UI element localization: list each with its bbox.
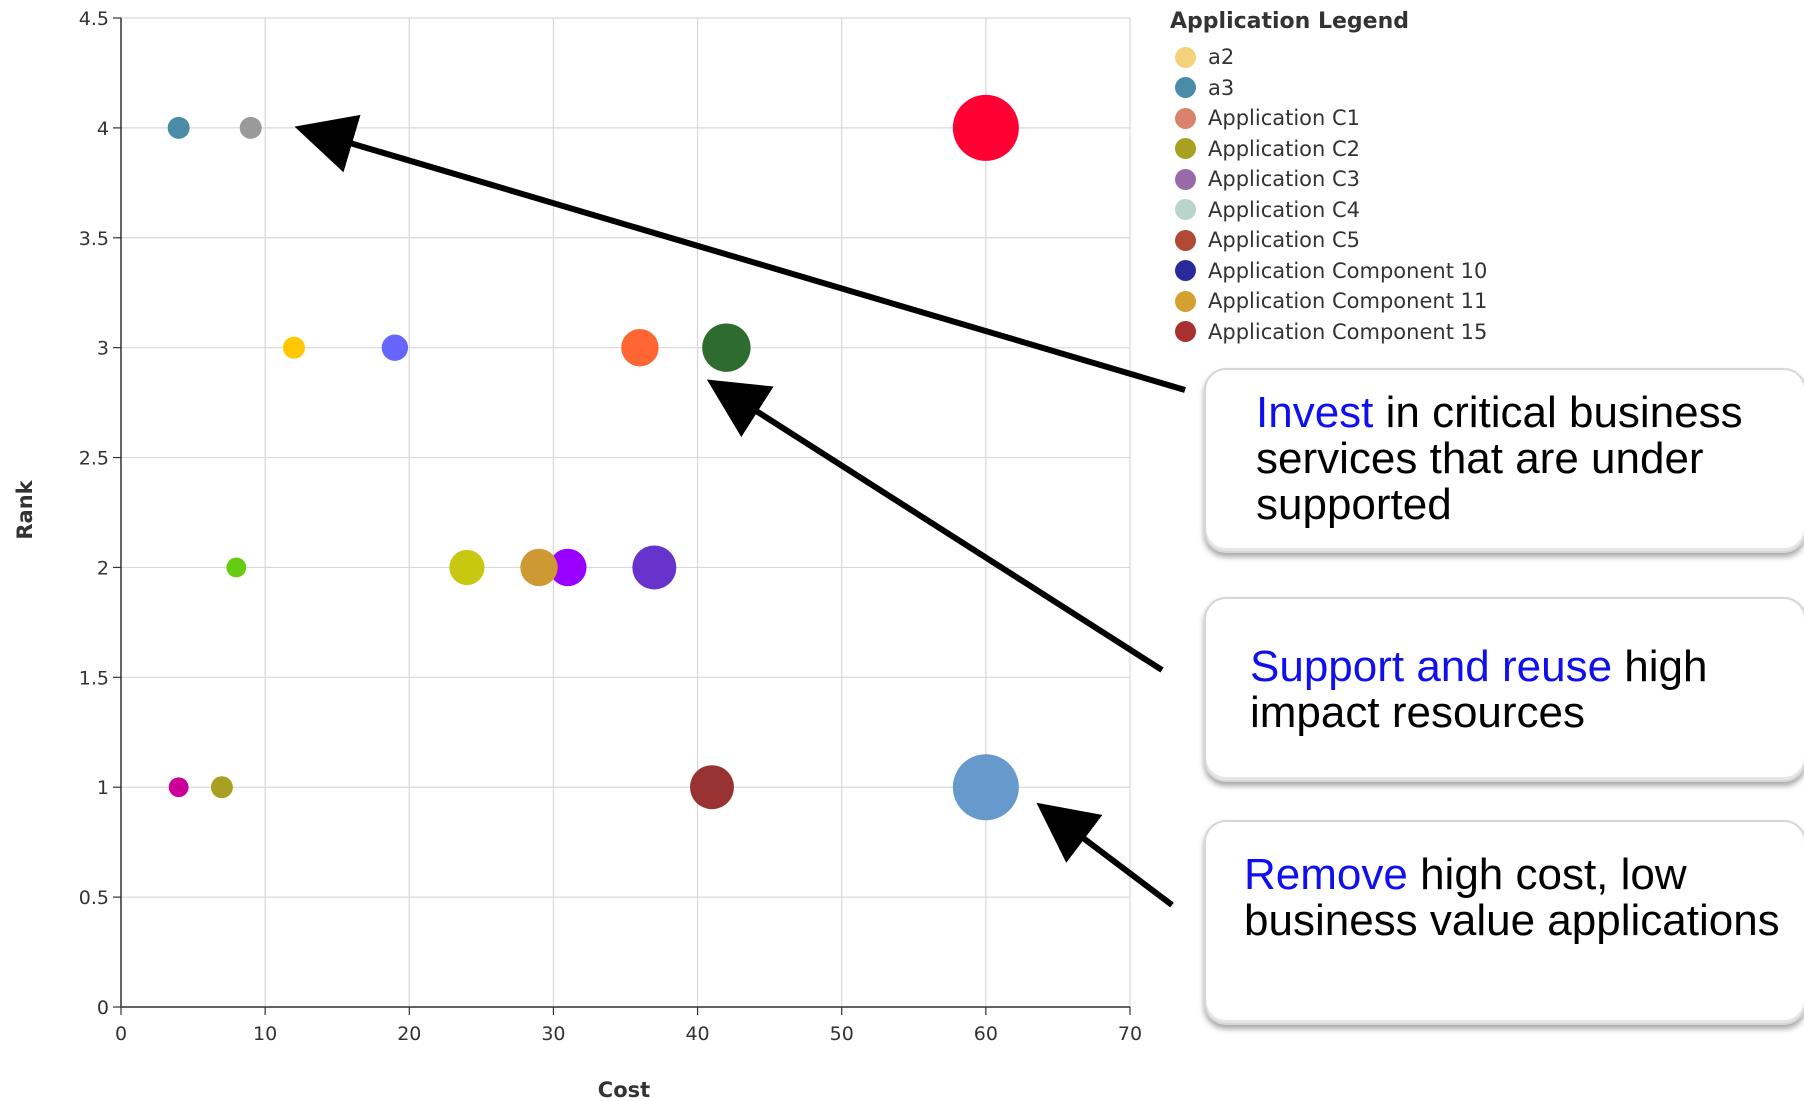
y-tick-label: 4 (97, 118, 109, 140)
invest-callout-text: in critical business services that are u… (1256, 388, 1743, 529)
legend-item[interactable]: Application C3 (1170, 164, 1590, 195)
legend-swatch-icon (1175, 321, 1196, 343)
data-point[interactable] (702, 323, 751, 372)
legend-label: Application C3 (1208, 167, 1361, 192)
remove-arrow (1036, 802, 1174, 908)
application-legend: Application Legend a2 a3 Application C1 App… (1170, 6, 1590, 347)
data-point[interactable] (168, 777, 189, 798)
legend-label: a3 (1208, 75, 1235, 100)
y-tick-label: 2 (97, 557, 109, 579)
legend-item[interactable]: Application C4 (1170, 195, 1590, 226)
legend-swatch-icon (1175, 290, 1196, 312)
data-point[interactable] (282, 336, 305, 359)
legend-label: Application Component 15 (1208, 319, 1488, 344)
legend-swatch-icon (1175, 46, 1196, 68)
legend-item[interactable]: Application Component 10 (1170, 256, 1590, 287)
callout-arrows (294, 114, 1186, 908)
legend-label: Application C1 (1208, 106, 1361, 131)
legend-label: a2 (1208, 45, 1235, 70)
y-axis-title: Rank (13, 479, 37, 539)
legend-item[interactable]: Application Component 15 (1170, 317, 1590, 348)
x-tick-label: 60 (974, 1023, 998, 1045)
support-callout-highlight: Support and reuse (1250, 642, 1613, 691)
x-tick-label: 40 (685, 1023, 709, 1045)
support-callout-text: high impact resources (1250, 642, 1708, 737)
legend-swatch-icon (1175, 107, 1196, 129)
x-tick-label: 50 (830, 1023, 854, 1045)
legend-item[interactable]: a3 (1170, 73, 1590, 104)
legend-title: Application Legend (1170, 9, 1410, 34)
x-tick-label: 10 (253, 1023, 277, 1045)
legend-item[interactable]: Application Component 11 (1170, 286, 1590, 317)
data-points (167, 94, 1019, 821)
data-point[interactable] (952, 754, 1019, 821)
data-point[interactable] (689, 765, 734, 810)
data-point[interactable] (549, 548, 587, 587)
invest-callout-highlight: Invest (1256, 388, 1374, 437)
x-axis-title: Cost (598, 1078, 650, 1101)
legend-item[interactable]: Application C5 (1170, 225, 1590, 256)
y-tick-label: 0 (97, 997, 109, 1019)
legend-item[interactable]: a2 (1170, 42, 1590, 73)
data-point[interactable] (449, 549, 485, 586)
data-point[interactable] (239, 116, 262, 139)
grid-lines (120, 17, 1131, 1008)
support-callout: Support and reuse high impact resources (1204, 597, 1804, 782)
data-point[interactable] (226, 557, 247, 578)
legend-label: Application Component 11 (1208, 289, 1488, 314)
legend-swatch-icon (1175, 168, 1196, 190)
support-arrow (706, 379, 1164, 673)
y-tick-label: 3.5 (79, 228, 109, 250)
x-tick-label: 0 (115, 1023, 127, 1045)
x-tick-label: 20 (397, 1023, 421, 1045)
legend-label: Application C5 (1208, 228, 1361, 253)
legend-item[interactable]: Application C2 (1170, 134, 1590, 165)
data-point[interactable] (952, 94, 1019, 161)
y-tick-label: 0.5 (79, 887, 109, 909)
invest-callout: Invest in critical business services tha… (1204, 368, 1804, 553)
x-tick-label: 70 (1118, 1023, 1142, 1045)
data-point[interactable] (632, 545, 677, 590)
legend-label: Application C4 (1208, 197, 1361, 222)
data-point[interactable] (381, 334, 409, 361)
y-tick-label: 1 (97, 777, 109, 799)
axes: 0 10 20 30 40 50 60 70 0 0.5 1 1.5 2 2.5 3 3.5 4 4.5 (79, 8, 1142, 1045)
x-tick-label: 30 (541, 1023, 565, 1045)
legend-item[interactable]: Application C1 (1170, 103, 1590, 134)
legend-label: Application Component 10 (1208, 258, 1488, 283)
remove-callout-highlight: Remove (1244, 850, 1408, 899)
y-tick-label: 1.5 (79, 667, 109, 689)
remove-callout: Remove high cost, low business value app… (1204, 820, 1804, 1025)
remove-callout-text: high cost, low business value applicatio… (1244, 850, 1780, 945)
y-tick-label: 4.5 (79, 8, 109, 30)
legend-swatch-icon (1175, 138, 1196, 160)
legend-swatch-icon (1175, 199, 1196, 221)
data-point[interactable] (167, 116, 190, 139)
data-point[interactable] (520, 548, 558, 587)
legend-swatch-icon (1175, 229, 1196, 251)
legend-items: a2 a3 Application C1 Application C2 Applicat… (1170, 42, 1590, 347)
legend-swatch-icon (1175, 77, 1196, 99)
y-tick-label: 2.5 (79, 448, 109, 470)
legend-swatch-icon (1175, 260, 1196, 282)
data-point[interactable] (621, 328, 659, 367)
legend-label: Application C2 (1208, 136, 1361, 161)
y-tick-label: 3 (97, 338, 109, 360)
data-point[interactable] (210, 776, 233, 799)
invest-arrow (294, 114, 1186, 393)
